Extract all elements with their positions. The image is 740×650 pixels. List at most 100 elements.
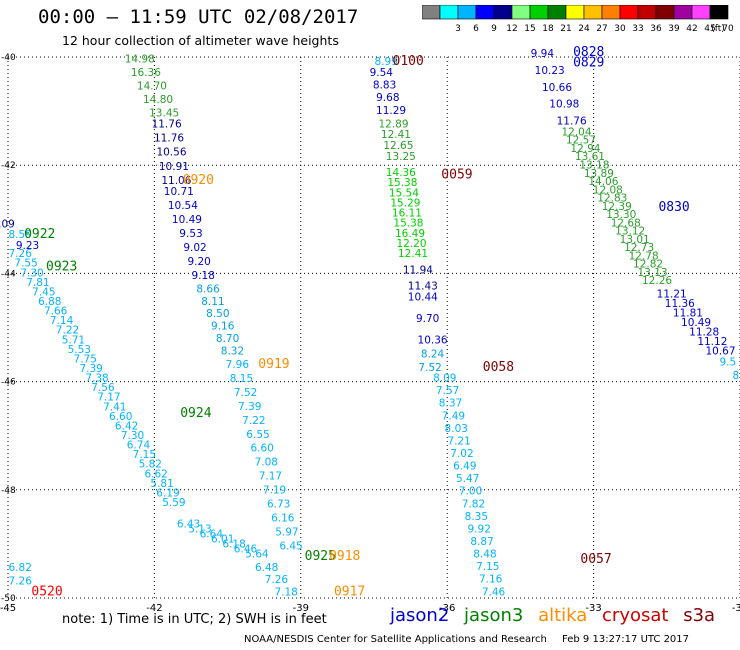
wave-height-value: 14.70 bbox=[137, 80, 167, 92]
wave-height-value: 7.45 bbox=[32, 286, 55, 298]
wave-height-value: 15.38 bbox=[393, 218, 423, 230]
wave-height-value: 5.97 bbox=[275, 526, 298, 538]
pass-time-label: 0829 bbox=[573, 56, 604, 71]
wave-height-value: 12.83 bbox=[597, 193, 627, 205]
wave-height-value: 14.98 bbox=[125, 53, 155, 65]
scale-tick-label: 45 bbox=[704, 24, 715, 34]
wave-height-value: 10.54 bbox=[168, 200, 198, 212]
wave-height-value: 7.00 bbox=[459, 486, 482, 498]
wave-height-value: 10.44 bbox=[408, 291, 438, 303]
wave-height-value: 13.61 bbox=[575, 151, 605, 163]
scale-tick-label: 70 bbox=[722, 24, 734, 34]
pass-time-label: 0925 bbox=[305, 549, 336, 564]
wave-height-value: 9.5 bbox=[719, 356, 736, 368]
wave-height-value: 13.25 bbox=[386, 151, 416, 163]
wave-height-value: 12.68 bbox=[611, 217, 641, 229]
wave-height-value: 15.54 bbox=[389, 187, 419, 199]
wave-height-value: 13.30 bbox=[606, 209, 636, 221]
wave-height-value: 8.37 bbox=[439, 398, 462, 410]
wave-height-value: 11.76 bbox=[557, 116, 587, 128]
x-tick-label: -45 bbox=[0, 603, 16, 614]
wave-height-value: 8.48 bbox=[473, 549, 496, 561]
wave-height-value: 7.21 bbox=[447, 435, 470, 447]
wave-height-value: 9.09 bbox=[0, 218, 15, 230]
wave-height-value: 9.70 bbox=[416, 313, 439, 325]
wave-height-value: 8.87 bbox=[470, 536, 493, 548]
wave-height-value: 5.59 bbox=[162, 497, 185, 509]
wave-height-value: 11.36 bbox=[665, 298, 695, 310]
wave-height-value: 5.53 bbox=[68, 344, 91, 356]
pass-time-label: 0059 bbox=[441, 168, 472, 183]
wave-height-value: 11.06 bbox=[161, 175, 191, 187]
x-tick-label: -30 bbox=[732, 603, 740, 614]
wave-height-value: 8.59 bbox=[9, 229, 32, 241]
wave-height-value: 13.18 bbox=[579, 160, 609, 172]
wave-height-value: 6.88 bbox=[38, 296, 61, 308]
wave-height-value: 11.12 bbox=[697, 336, 727, 348]
wave-height-value: 7.75 bbox=[74, 353, 97, 365]
scale-tick-label: 9 bbox=[491, 24, 497, 34]
wave-height-value: 8.32 bbox=[221, 346, 244, 358]
wave-height-value: 12.08 bbox=[593, 184, 623, 196]
scale-tick-label: 33 bbox=[632, 24, 643, 34]
wave-height-value: 7.26 bbox=[9, 248, 33, 260]
wave-height-value: 15.29 bbox=[390, 197, 420, 209]
satellite-altika-label: altika bbox=[538, 605, 588, 626]
y-tick-label: -40 bbox=[1, 53, 16, 63]
scale-tick-label: 24 bbox=[578, 24, 590, 34]
wave-height-value: 6.55 bbox=[246, 429, 269, 441]
scale-tick-label: 15 bbox=[524, 24, 535, 34]
wave-height-value: 5.82 bbox=[139, 459, 162, 471]
wave-height-value: 9.20 bbox=[187, 256, 210, 268]
wave-height-value: 11.43 bbox=[408, 281, 438, 293]
wave-height-value: 12.89 bbox=[378, 118, 408, 130]
scale-swatch bbox=[709, 5, 729, 20]
wave-height-value: 6.82 bbox=[9, 562, 32, 574]
wave-height-value: 6.60 bbox=[109, 411, 132, 423]
wave-height-value: 7.08 bbox=[255, 457, 278, 469]
wave-height-value: 14.06 bbox=[588, 176, 618, 188]
wave-height-value: 9.23 bbox=[16, 240, 39, 252]
pass-time-label: 0922 bbox=[24, 227, 55, 242]
scale-unit-label: (ft) bbox=[711, 24, 725, 34]
chart-title: 00:00 – 11:59 UTC 02/08/2017 bbox=[38, 6, 359, 28]
satellite-s3a-label: s3a bbox=[683, 605, 716, 626]
wave-height-value: 6.18 bbox=[222, 539, 245, 551]
wave-height-value: 7.02 bbox=[450, 448, 473, 460]
wave-height-value: 7.52 bbox=[418, 362, 441, 374]
wave-height-value: 7.81 bbox=[26, 277, 49, 289]
wave-height-value: 10.23 bbox=[535, 65, 565, 77]
wave-height-value: 7.38 bbox=[85, 373, 108, 385]
wave-height-value: 10.36 bbox=[418, 335, 448, 347]
wave-height-value: 11.81 bbox=[673, 308, 703, 320]
wave-height-value: 5.71 bbox=[62, 334, 85, 346]
wave-height-value: 5.81 bbox=[150, 478, 173, 490]
wave-height-value: 7.30 bbox=[20, 267, 43, 279]
scale-tick-label: 36 bbox=[650, 24, 662, 34]
wave-height-value: 14.36 bbox=[386, 167, 416, 179]
wave-height-value: 16.11 bbox=[392, 208, 422, 220]
scale-tick-label: 3 bbox=[455, 24, 461, 34]
satellite-jason2-label: jason2 bbox=[390, 605, 450, 626]
wave-height-value: 7.57 bbox=[436, 385, 459, 397]
wave-height-value: 9.94 bbox=[531, 48, 555, 60]
wave-height-value: 13.89 bbox=[584, 168, 614, 180]
wave-height-value: 6.16 bbox=[271, 512, 295, 524]
pass-time-label: 0100 bbox=[393, 54, 424, 69]
wave-height-value: 12.39 bbox=[602, 201, 632, 213]
wave-height-value: 12.04 bbox=[561, 126, 591, 138]
wave-height-value: 12.82 bbox=[633, 259, 663, 271]
wave-height-value: 7.41 bbox=[103, 401, 126, 413]
scale-tick-label: 39 bbox=[668, 24, 680, 34]
wave-height-value: 7.82 bbox=[462, 498, 485, 510]
y-tick-label: -42 bbox=[1, 161, 16, 171]
wave-height-value: 7.39 bbox=[238, 401, 261, 413]
wave-height-value: 8.70 bbox=[216, 333, 239, 345]
wave-height-value: 9.92 bbox=[468, 523, 491, 535]
wave-height-value: 10.71 bbox=[164, 186, 194, 198]
wave-height-value: 7.49 bbox=[442, 410, 465, 422]
x-tick-label: -36 bbox=[439, 603, 455, 614]
scale-tick-label: 21 bbox=[560, 24, 571, 34]
chart-subtitle: 12 hour collection of altimeter wave hei… bbox=[62, 33, 339, 48]
wave-height-value: 9.16 bbox=[211, 321, 235, 333]
